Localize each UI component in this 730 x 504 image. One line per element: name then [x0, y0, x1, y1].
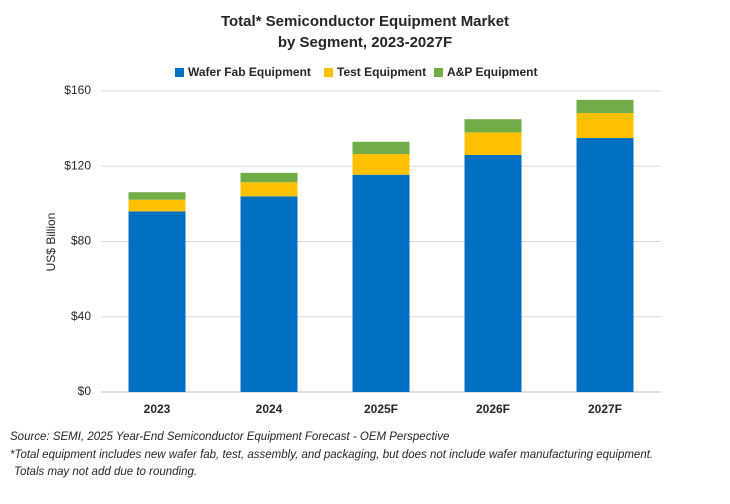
chart-title: by Segment, 2023-2027F [278, 34, 452, 51]
legend-swatch [175, 68, 184, 77]
x-tick-label: 2025F [364, 402, 398, 416]
x-tick-label: 2026F [476, 402, 510, 416]
x-tick-label: 2024 [256, 402, 283, 416]
bar-segment [576, 113, 634, 139]
y-tick-label: $40 [71, 309, 91, 323]
y-tick-label: $0 [78, 384, 92, 398]
bar-segment [240, 172, 298, 183]
legend-swatch [324, 68, 333, 77]
bar-segment [128, 199, 186, 212]
legend-label: Test Equipment [337, 65, 426, 79]
y-tick-label: $80 [71, 234, 91, 248]
x-tick-label: 2023 [144, 402, 171, 416]
footnote: Source: SEMI, 2025 Year-End Semiconducto… [10, 431, 449, 443]
bar-segment [576, 138, 634, 392]
legend-swatch [434, 68, 443, 77]
bar-segment [464, 132, 522, 155]
bar-segment [128, 192, 186, 200]
x-tick-label: 2027F [588, 402, 622, 416]
y-tick-label: $160 [64, 83, 91, 97]
bar-segment [352, 174, 410, 392]
bar-segment [128, 211, 186, 392]
footnote: *Total equipment includes new wafer fab,… [10, 449, 653, 461]
bar-segment [464, 119, 522, 133]
legend-label: A&P Equipment [447, 65, 537, 79]
bar-segment [352, 141, 410, 155]
footnote: Totals may not add due to rounding. [14, 466, 197, 478]
y-tick-label: $120 [64, 158, 91, 172]
bar-segment [240, 196, 298, 392]
bar-segment [352, 154, 410, 175]
chart-title: Total* Semiconductor Equipment Market [221, 13, 509, 30]
legend-label: Wafer Fab Equipment [188, 65, 311, 79]
bar-segment [464, 154, 522, 392]
bar-segment [576, 99, 634, 114]
y-axis-label: US$ Billion [44, 213, 58, 272]
bar-segment [240, 182, 298, 197]
